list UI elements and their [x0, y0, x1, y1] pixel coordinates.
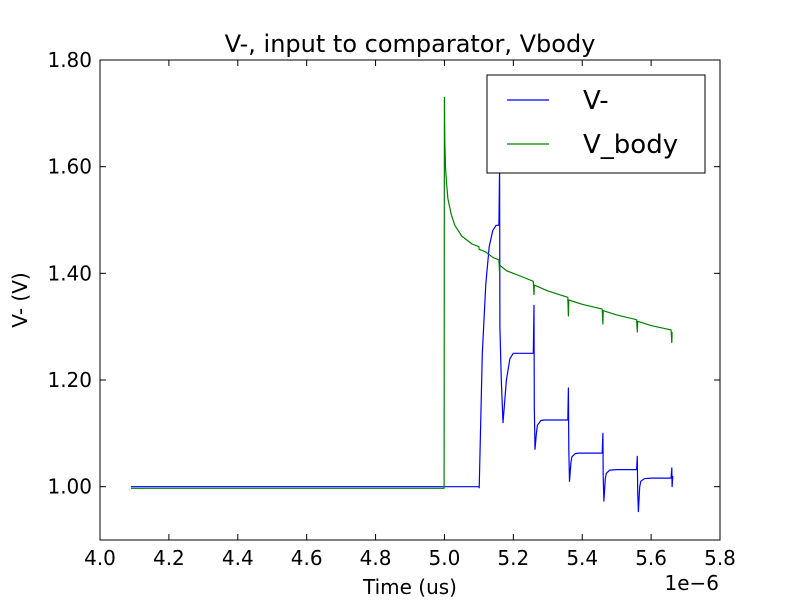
legend-label-v-body: V_body: [583, 130, 678, 160]
x-tick-label: 4.2: [153, 546, 185, 570]
legend: V- V_body: [486, 74, 706, 174]
series-layer: [131, 96, 674, 513]
ticks-layer: 4.0 4.2 4.4 4.6 4.8 5.0 5.2 5.4 5.6 5.8 1.00 1.20 1.…: [47, 48, 735, 570]
plot-frame: [99, 59, 721, 541]
x-axis-label: Time (us): [362, 575, 457, 599]
x-offset-label: 1e−6: [664, 571, 719, 595]
x-tick-label: 5.4: [566, 546, 598, 570]
y-tick-label: 1.40: [47, 261, 92, 285]
x-tick-label: 5.6: [635, 546, 667, 570]
x-tick-label: 4.4: [222, 546, 254, 570]
legend-label-v-minus: V-: [583, 86, 609, 116]
x-tick-label: 4.8: [360, 546, 392, 570]
x-tick-label: 5.8: [704, 546, 736, 570]
y-tick-label: 1.00: [47, 475, 92, 499]
x-tick-label: 5.0: [429, 546, 461, 570]
y-tick-label: 1.20: [47, 368, 92, 392]
x-tick-label: 4.6: [291, 546, 323, 570]
chart-title: V-, input to comparator, Vbody: [225, 30, 596, 58]
y-axis-label: V- (V): [8, 272, 32, 327]
series-line-0: [131, 166, 674, 513]
y-tick-label: 1.80: [47, 48, 92, 72]
y-tick-label: 1.60: [47, 155, 92, 179]
x-tick-label: 4.0: [84, 546, 116, 570]
x-tick-label: 5.2: [497, 546, 529, 570]
series-line-1: [131, 96, 673, 489]
legend-frame: [486, 74, 706, 174]
